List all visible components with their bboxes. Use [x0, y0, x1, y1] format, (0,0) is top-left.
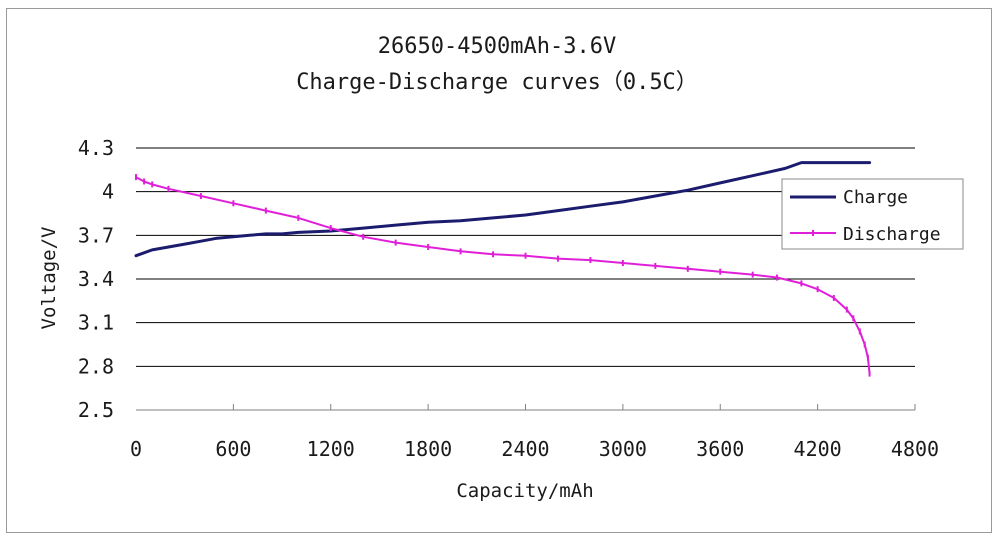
- x-axis-label: Capacity/mAh: [456, 480, 593, 502]
- series-lines: [134, 161, 872, 377]
- y-tick-label: 2.5: [78, 398, 114, 422]
- y-axis-label: Voltage/V: [38, 227, 60, 330]
- legend-label-charge: Charge: [843, 187, 908, 208]
- x-tick-label: 4200: [794, 437, 842, 461]
- y-tick-label: 3.4: [78, 267, 114, 291]
- x-tick-label: 1200: [307, 437, 355, 461]
- axes: [136, 404, 916, 411]
- y-tick-label: 2.8: [78, 354, 114, 378]
- x-tick-label: 3600: [696, 437, 744, 461]
- x-tick-label: 4800: [891, 437, 939, 461]
- y-tick-label: 3.7: [78, 223, 114, 247]
- chart-frame: [6, 8, 992, 533]
- x-tick-label: 0: [130, 437, 142, 461]
- y-tick-label: 3.1: [78, 311, 114, 335]
- x-tick-label: 3000: [599, 437, 647, 461]
- charge-line: [134, 161, 872, 258]
- x-tick-label: 600: [215, 437, 251, 461]
- chart-title-line-1: 26650-4500mAh-3.6V: [378, 34, 616, 59]
- gridlines: [136, 147, 915, 367]
- legend: Charge Discharge: [781, 178, 964, 250]
- x-tick-label: 1800: [404, 437, 452, 461]
- tick-labels: 2.5 2.8 3.1 3.4 3.7 4 4.3 0 600 1200 1800 2400 3000 3…: [78, 136, 939, 461]
- y-tick-label: 4: [102, 180, 114, 204]
- x-tick-label: 2400: [501, 437, 549, 461]
- discharge-line: [135, 176, 871, 375]
- y-tick-label: 4.3: [78, 136, 114, 160]
- chart-title-line-2: Charge-Discharge curves（0.5C）: [296, 70, 698, 95]
- legend-label-discharge: Discharge: [843, 224, 941, 245]
- legend-box: [781, 178, 964, 250]
